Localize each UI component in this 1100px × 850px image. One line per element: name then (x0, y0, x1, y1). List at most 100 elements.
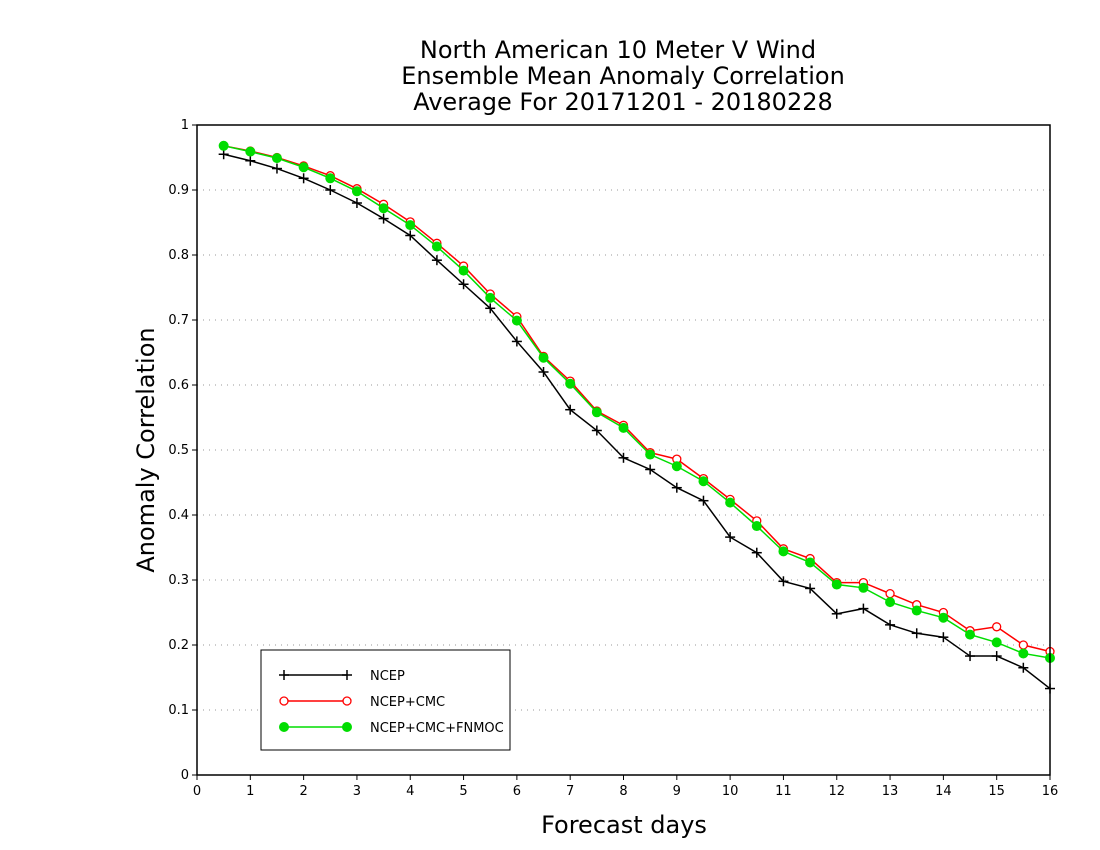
y-tick-label: 0 (181, 768, 189, 783)
data-point-ncep (538, 367, 549, 377)
data-point-ncep-cmc-fnmoc (965, 629, 976, 640)
legend-marker-ncep-cmc-fnmoc (342, 722, 352, 732)
data-point-ncep (458, 279, 469, 290)
data-point-ncep-cmc-fnmoc (778, 546, 789, 557)
data-point-ncep-cmc-fnmoc (378, 203, 389, 214)
data-point-ncep-cmc-fnmoc (938, 612, 949, 623)
x-tick-label: 13 (882, 784, 899, 799)
data-point-ncep-cmc-fnmoc (218, 140, 229, 151)
y-tick-label: 0.9 (168, 183, 189, 198)
x-tick-label: 14 (935, 784, 952, 799)
data-point-ncep (511, 336, 522, 347)
y-tick-label: 0.7 (168, 313, 189, 328)
data-point-ncep-cmc-fnmoc (911, 605, 922, 616)
data-point-ncep (298, 173, 309, 184)
data-point-ncep-cmc-fnmoc (511, 315, 522, 326)
chart-title-line-1: North American 10 Meter V Wind (420, 36, 816, 64)
data-point-ncep-cmc-fnmoc (405, 220, 416, 231)
data-point-ncep (698, 495, 709, 506)
data-point-ncep (965, 651, 976, 662)
legend-marker-ncep-cmc (342, 696, 352, 706)
legend-label-ncep-cmc-fnmoc: NCEP+CMC+FNMOC (370, 721, 504, 736)
data-point-ncep-cmc-fnmoc (565, 378, 576, 389)
series-ncep (218, 149, 1055, 694)
data-point-ncep-cmc-fnmoc (245, 146, 256, 157)
data-point-ncep-cmc-fnmoc (325, 173, 336, 184)
legend-box (260, 649, 511, 751)
series-line-ncep-cmc-fnmoc (223, 145, 1051, 659)
legend-marker-ncep (342, 670, 352, 680)
legend-label-ncep: NCEP (370, 669, 405, 684)
data-point-ncep (245, 155, 256, 166)
data-point-ncep-cmc-fnmoc (671, 461, 682, 472)
legend-marker-ncep (279, 670, 289, 680)
y-tick-label: 0.4 (168, 508, 189, 523)
axis-ticks: 00.10.20.30.40.50.60.70.80.910 1 2 3 4 5 6 7 8 9 1… (168, 118, 1058, 799)
legend-marker-ncep-cmc-fnmoc (279, 722, 289, 732)
x-tick-label: 15 (988, 784, 1005, 799)
legend: NCEP NCEP+CMC NCEP+CMC+FNMOC (260, 649, 511, 751)
data-point-ncep (351, 198, 362, 208)
y-tick-label: 0.8 (168, 248, 189, 263)
chart-title: North American 10 Meter V Wind Ensemble … (401, 36, 845, 116)
x-tick-label: 7 (566, 784, 574, 799)
data-point-ncep-cmc-fnmoc (431, 241, 442, 252)
y-tick-label: 0.5 (168, 443, 189, 458)
x-tick-label: 11 (775, 784, 792, 799)
data-point-ncep (778, 576, 789, 587)
data-point-ncep (378, 213, 389, 224)
y-tick-label: 1 (181, 118, 189, 133)
series-ncep-cmc-fnmoc (218, 140, 1055, 663)
x-tick-label: 3 (353, 784, 361, 799)
data-point-ncep-cmc-fnmoc (271, 153, 282, 164)
data-point-ncep (618, 452, 629, 463)
data-point-ncep-cmc-fnmoc (618, 422, 629, 433)
chart-title-line-3: Average For 20171201 - 20180228 (413, 88, 833, 116)
data-point-ncep (431, 255, 442, 266)
data-point-ncep-cmc-fnmoc (298, 162, 309, 173)
gridlines (197, 189, 1050, 711)
data-point-ncep (885, 619, 896, 630)
y-tick-label: 0.3 (168, 573, 189, 588)
data-point-ncep (325, 185, 336, 195)
x-tick-label: 4 (406, 784, 414, 799)
data-point-ncep-cmc-fnmoc (725, 497, 736, 508)
x-tick-label: 5 (459, 784, 467, 799)
data-point-ncep-cmc (992, 622, 1002, 632)
data-point-ncep (751, 547, 762, 558)
data-point-ncep (831, 608, 842, 619)
data-point-ncep (725, 532, 736, 543)
data-point-ncep-cmc (1018, 640, 1028, 650)
data-point-ncep (565, 404, 576, 415)
data-point-ncep (405, 230, 416, 241)
data-point-ncep-cmc-fnmoc (991, 637, 1002, 648)
data-point-ncep (938, 632, 949, 643)
data-point-ncep-cmc-fnmoc (591, 407, 602, 418)
x-tick-label: 8 (619, 784, 627, 799)
data-point-ncep-cmc-fnmoc (1018, 648, 1029, 659)
data-point-ncep (485, 303, 496, 314)
data-point-ncep (271, 163, 282, 174)
data-point-ncep-cmc-fnmoc (885, 597, 896, 608)
series-line-ncep-cmc (223, 145, 1051, 653)
y-tick-label: 0.6 (168, 378, 189, 393)
series-ncep-cmc (219, 141, 1055, 657)
x-tick-label: 10 (722, 784, 739, 799)
data-point-ncep (1018, 662, 1029, 673)
data-point-ncep (858, 603, 869, 614)
x-tick-label: 2 (299, 784, 307, 799)
data-point-ncep (805, 583, 816, 594)
data-point-ncep-cmc-fnmoc (645, 449, 656, 460)
data-point-ncep (911, 628, 922, 639)
data-point-ncep-cmc-fnmoc (805, 557, 816, 568)
x-tick-label: 1 (246, 784, 254, 799)
data-point-ncep-cmc-fnmoc (351, 186, 362, 197)
x-tick-label: 6 (513, 784, 521, 799)
data-point-ncep (991, 651, 1002, 662)
data-point-ncep (645, 464, 656, 475)
y-tick-label: 0.2 (168, 638, 189, 653)
data-point-ncep-cmc-fnmoc (831, 579, 842, 590)
legend-marker-ncep-cmc (279, 696, 289, 706)
y-tick-label: 0.1 (168, 703, 189, 718)
